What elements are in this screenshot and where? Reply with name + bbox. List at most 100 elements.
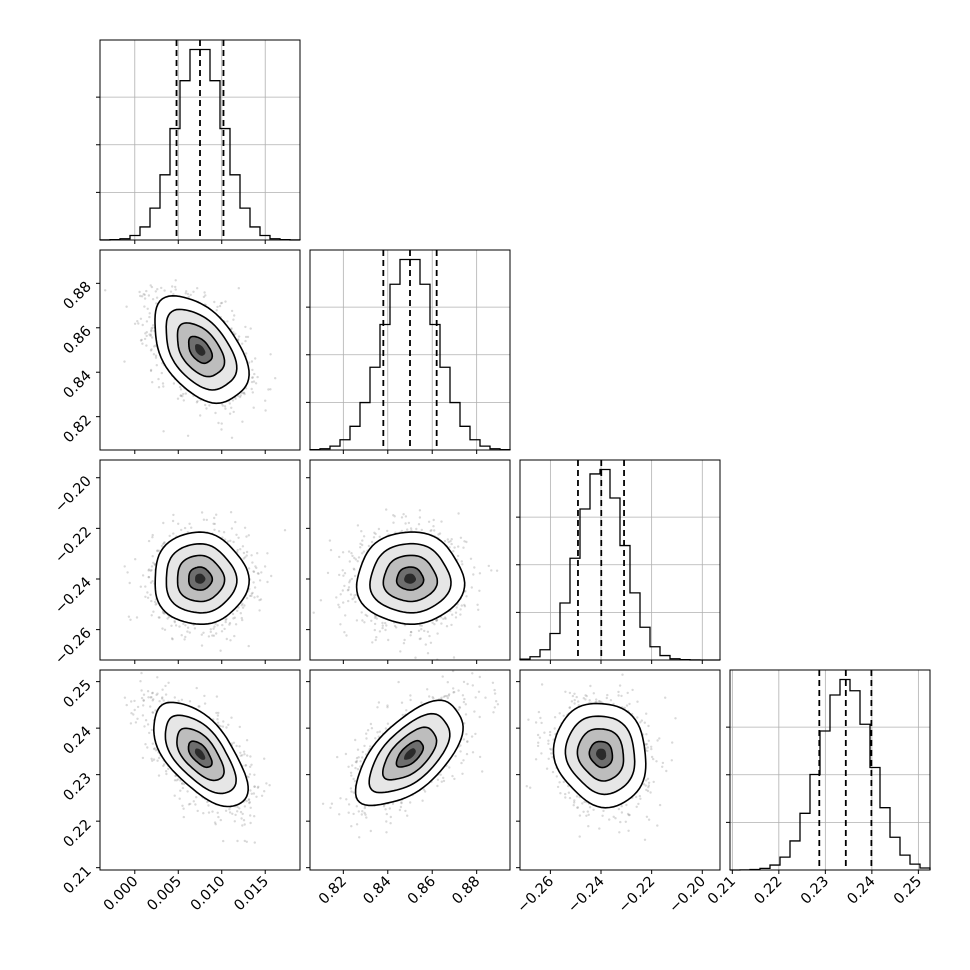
scatter-point <box>243 823 246 826</box>
scatter-point <box>433 529 436 532</box>
scatter-point <box>377 527 381 531</box>
scatter-point <box>170 637 174 640</box>
scatter-point <box>431 621 434 624</box>
scatter-point <box>204 294 207 297</box>
scatter-point <box>143 725 146 728</box>
scatter-point <box>215 309 218 312</box>
scatter-point <box>143 293 146 296</box>
scatter-point <box>418 637 421 641</box>
scatter-point <box>189 802 192 806</box>
scatter-point <box>139 294 142 298</box>
scatter-point <box>143 337 147 341</box>
scatter-point <box>141 574 145 577</box>
scatter-point <box>342 601 345 604</box>
scatter-point <box>181 395 184 398</box>
scatter-point <box>150 330 153 333</box>
scatter-point <box>362 535 366 538</box>
scatter-point <box>245 550 249 554</box>
scatter-point <box>161 611 165 614</box>
scatter-point <box>231 399 235 402</box>
scatter-point <box>247 534 250 537</box>
panel-frame <box>99 249 301 451</box>
scatter-point <box>151 536 154 539</box>
scatter-point <box>426 652 430 655</box>
scatter-point <box>245 840 248 843</box>
scatter-point <box>283 529 287 532</box>
scatter-point <box>203 702 207 705</box>
scatter-point <box>357 556 361 559</box>
scatter-point <box>155 296 159 299</box>
scatter-point <box>151 759 154 762</box>
scatter-point <box>151 711 154 714</box>
scatter-point <box>202 518 206 521</box>
scatter-point <box>438 532 442 535</box>
scatter-point <box>216 714 220 717</box>
scatter-point <box>145 331 148 334</box>
scatter-point <box>253 785 256 788</box>
scatter-point <box>215 513 218 516</box>
scatter-point <box>183 638 186 641</box>
scatter-point <box>135 616 139 619</box>
scatter-point <box>258 609 261 612</box>
scatter-point <box>207 635 211 638</box>
scatter-point <box>407 521 411 525</box>
scatter-point <box>469 557 473 560</box>
scatter-point <box>154 603 157 606</box>
scatter-point <box>147 539 151 543</box>
scatter-point <box>495 569 499 572</box>
scatter-point <box>253 372 256 376</box>
panel-frame <box>309 249 511 451</box>
scatter-point <box>150 565 154 568</box>
scatter-point <box>478 572 482 575</box>
scatter-point <box>260 571 263 574</box>
scatter-point <box>353 596 356 599</box>
scatter-point <box>256 375 259 379</box>
scatter-point <box>359 546 362 549</box>
scatter-point <box>147 576 151 579</box>
density-fill-4 <box>195 344 206 356</box>
scatter-point <box>404 522 407 525</box>
scatter-point <box>192 290 195 293</box>
scatter-point <box>173 621 177 624</box>
scatter-point <box>229 539 232 542</box>
scatter-point <box>241 545 245 548</box>
scatter-point <box>448 546 451 549</box>
scatter-point <box>151 326 154 329</box>
scatter-point <box>258 598 261 602</box>
scatter-point <box>223 627 226 631</box>
scatter-point <box>423 629 426 633</box>
scatter-point <box>350 577 353 581</box>
scatter-point <box>370 619 373 622</box>
scatter-point <box>178 625 181 628</box>
contour-line-3 <box>154 294 250 405</box>
scatter-point <box>179 394 183 397</box>
scatter-point <box>186 626 190 629</box>
scatter-point <box>167 767 170 771</box>
scatter-point <box>248 594 252 598</box>
contour-line-3 <box>154 531 251 625</box>
scatter-point <box>231 612 235 616</box>
ytick-label-1-2: 0.86 <box>61 323 95 357</box>
scatter-point <box>171 519 175 523</box>
scatter-point <box>138 290 141 294</box>
scatter-point <box>161 627 164 630</box>
scatter-point <box>247 361 251 364</box>
contour-line-0 <box>188 566 214 591</box>
scatter-point <box>144 332 147 335</box>
scatter-point <box>375 617 378 620</box>
scatter-point <box>245 739 249 742</box>
scatter-point <box>344 614 347 617</box>
scatter-point <box>152 747 156 751</box>
scatter-point <box>393 624 397 628</box>
scatter-point <box>263 565 267 568</box>
scatter-point <box>245 554 248 557</box>
scatter-point <box>328 539 332 542</box>
scatter-point <box>139 339 143 342</box>
scatter-point <box>392 521 395 524</box>
scatter-point <box>146 591 149 594</box>
scatter-point <box>172 513 175 517</box>
scatter-point <box>145 289 148 293</box>
scatter-point <box>147 575 150 579</box>
scatter-point <box>345 634 348 637</box>
scatter-point <box>216 305 219 309</box>
